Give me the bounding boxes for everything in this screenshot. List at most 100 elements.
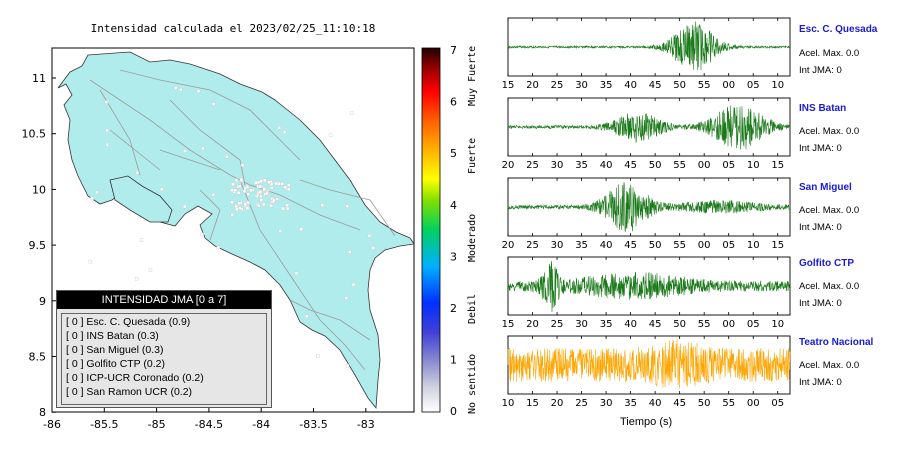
seismogram-trace bbox=[507, 105, 791, 150]
time-tick-label: 20 bbox=[526, 319, 539, 330]
time-tick-label: 40 bbox=[600, 240, 613, 251]
map-station-point bbox=[104, 100, 109, 104]
map-station-point bbox=[267, 180, 271, 184]
map-x-axis: -86 -85.5 -85 -84.5 -84 -83.5 -83 bbox=[43, 408, 375, 431]
time-tick-label: 35 bbox=[600, 80, 613, 91]
map-station-point bbox=[231, 182, 235, 186]
time-tick-label: 00 bbox=[698, 160, 711, 171]
map-station-point bbox=[211, 192, 216, 197]
station-jma: Int JMA: 0 bbox=[799, 222, 842, 233]
time-tick-label: 50 bbox=[673, 319, 686, 330]
time-tick-label: 15 bbox=[771, 240, 784, 251]
scale-number: 5 bbox=[450, 147, 457, 160]
time-tick-label: 35 bbox=[600, 319, 613, 330]
time-tick-label: 25 bbox=[551, 319, 564, 330]
map-station-point bbox=[216, 245, 221, 250]
station-name: Esc. C. Quesada bbox=[799, 24, 878, 35]
map-station-point bbox=[270, 182, 274, 186]
seismogram-panel: 20 25 30 35 40 45 50 55 00 05 10 15 bbox=[502, 97, 791, 171]
map-station-point bbox=[371, 246, 376, 250]
map-station-point bbox=[240, 163, 245, 167]
station-markers bbox=[88, 86, 376, 368]
station-name: San Miguel bbox=[799, 182, 852, 193]
intensity-color-scale: 7 6 5 4 3 2 1 0 bbox=[421, 44, 457, 418]
map-station-point bbox=[315, 354, 320, 358]
map-station-point bbox=[258, 184, 262, 189]
map-station-point bbox=[254, 181, 258, 185]
time-tick-label: 55 bbox=[698, 319, 711, 330]
map-station-point bbox=[174, 86, 178, 90]
map-station-point bbox=[259, 198, 263, 202]
scale-number: 3 bbox=[450, 250, 457, 263]
time-tick-label: 00 bbox=[722, 319, 735, 330]
map-station-point bbox=[328, 133, 333, 137]
scale-number: 0 bbox=[450, 405, 457, 418]
map-x-tick-label: -83 bbox=[357, 418, 375, 431]
time-tick-label: 30 bbox=[551, 160, 564, 171]
map-station-point bbox=[183, 204, 187, 209]
map-station-point bbox=[299, 227, 303, 231]
map-station-point bbox=[272, 198, 276, 203]
map-station-point bbox=[258, 190, 262, 194]
time-tick-label: 25 bbox=[526, 160, 539, 171]
seismogram-trace bbox=[507, 339, 791, 389]
map-station-point bbox=[230, 213, 234, 217]
map-station-point bbox=[239, 177, 244, 182]
map-y-tick-label: 9 bbox=[39, 295, 46, 308]
time-tick-label: 05 bbox=[722, 240, 735, 251]
map-station-point bbox=[287, 187, 291, 191]
time-tick-label: 50 bbox=[649, 160, 662, 171]
time-tick-label: 40 bbox=[624, 80, 637, 91]
scale-number: 2 bbox=[450, 302, 457, 315]
time-tick-label: 45 bbox=[649, 80, 662, 91]
map-station-point bbox=[367, 234, 372, 238]
map-station-point bbox=[139, 238, 144, 242]
map-station-point bbox=[95, 190, 99, 194]
map-x-tick-label: -84 bbox=[252, 418, 270, 431]
time-tick-label: 00 bbox=[722, 80, 735, 91]
map-station-point bbox=[237, 184, 242, 188]
map-y-tick-label: 8 bbox=[39, 406, 46, 419]
map-title: Intensidad calculada el 2023/02/25_11:10… bbox=[90, 22, 376, 35]
map-station-point bbox=[285, 203, 289, 208]
map-station-point bbox=[344, 296, 348, 300]
seismogram-trace bbox=[507, 182, 791, 232]
map-station-point bbox=[277, 181, 281, 186]
map-station-point bbox=[283, 185, 287, 190]
time-tick-label: 55 bbox=[722, 398, 735, 409]
map-station-point bbox=[243, 202, 247, 207]
time-tick-label: 10 bbox=[771, 80, 784, 91]
map-station-point bbox=[245, 206, 250, 210]
map-station-point bbox=[160, 187, 164, 192]
station-acel: Acel. Max. 0.0 bbox=[799, 126, 860, 137]
map-station-point bbox=[249, 188, 253, 192]
scale-number: 6 bbox=[450, 96, 457, 109]
seismogram-panels: 15 20 25 30 35 40 45 50 55 00 05 10 20 25 30 35 40 45 50 55… bbox=[502, 17, 791, 409]
nicoya-peninsula bbox=[109, 175, 173, 223]
time-tick-label: 50 bbox=[673, 80, 686, 91]
time-tick-label: 45 bbox=[673, 398, 686, 409]
seismogram-panel: 15 20 25 30 35 40 45 50 55 00 05 10 bbox=[502, 17, 791, 91]
map-station-point bbox=[200, 232, 204, 237]
seismogram-panel: 15 20 25 30 35 40 45 50 55 00 05 10 bbox=[502, 256, 791, 330]
station-jma: Int JMA: 0 bbox=[799, 298, 842, 309]
map-station-point bbox=[225, 154, 229, 159]
map-station-point bbox=[257, 203, 261, 208]
time-tick-label: 30 bbox=[600, 398, 613, 409]
time-tick-label: 40 bbox=[600, 160, 613, 171]
map-station-point bbox=[259, 179, 263, 183]
map-station-point bbox=[345, 364, 350, 368]
map-station-point bbox=[211, 102, 216, 106]
map-y-tick-label: 8.5 bbox=[29, 351, 47, 364]
map-station-point bbox=[201, 146, 205, 151]
time-tick-label: 10 bbox=[747, 160, 760, 171]
map-station-point bbox=[238, 206, 242, 210]
map-station-point bbox=[230, 188, 234, 192]
map-station-point bbox=[90, 196, 94, 200]
time-tick-label: 45 bbox=[624, 240, 637, 251]
map-y-tick-label: 10.5 bbox=[22, 128, 47, 141]
time-tick-label: 35 bbox=[575, 240, 588, 251]
station-jma: Int JMA: 0 bbox=[799, 143, 842, 154]
map-x-tick-label: -85.5 bbox=[90, 418, 118, 431]
map-station-point bbox=[148, 268, 153, 272]
